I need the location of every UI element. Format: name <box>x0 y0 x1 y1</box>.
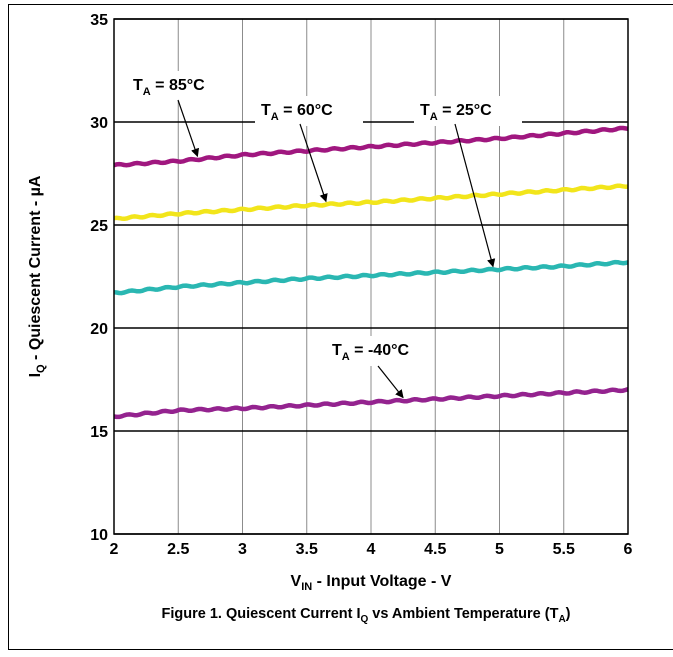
caption-prefix-sub: Q <box>361 614 369 625</box>
annotation-label: TA = 25°C <box>420 102 492 123</box>
series-lines <box>113 125 629 420</box>
annotation-label: TA = -40°C <box>332 342 409 363</box>
annotation-label-sub: A <box>430 111 438 123</box>
y-tick-label: 35 <box>90 12 108 29</box>
y-axis-label-main: I <box>27 373 44 377</box>
x-axis-label-sub: IN <box>301 581 312 593</box>
annotation-label-rest: = 25°C <box>438 102 492 119</box>
annotations: TA = 85°CTA = 60°C TA = 25°CTA = -40°C <box>127 71 522 399</box>
annotation-label-background <box>414 96 522 126</box>
y-tick-label: 25 <box>90 218 108 235</box>
figure-caption: Figure 1. Quiescent Current IQ vs Ambien… <box>161 606 570 625</box>
annotation-label-main: T <box>332 342 342 359</box>
x-axis-label-rest: - Input Voltage - V <box>312 573 452 590</box>
annotation-label-sub: A <box>271 111 279 123</box>
annotation-arrow <box>454 123 496 268</box>
annotation-label-main: T <box>133 77 143 94</box>
x-tick-label: 4.5 <box>424 541 446 558</box>
annotation-label-background <box>127 71 235 101</box>
caption-suffix-sub: A <box>558 614 565 625</box>
annotation-label-rest: = 85°C <box>151 77 205 94</box>
caption-middle: vs Ambient Temperature (T <box>368 606 558 622</box>
annotation-label-main: T <box>261 102 271 119</box>
caption-prefix: Figure 1. Quiescent Current I <box>161 606 360 622</box>
annotation-label-main: T <box>420 102 430 119</box>
x-tick-label: 5.5 <box>553 541 575 558</box>
annotation-label-rest: = -40°C <box>350 342 410 359</box>
x-tick-label: 4 <box>367 541 376 558</box>
x-tick-label: 2.5 <box>167 541 189 558</box>
x-tick-label: 3 <box>238 541 247 558</box>
annotation-label-sub: A <box>143 86 151 98</box>
x-tick-label: 6 <box>624 541 633 558</box>
x-axis-label-main: V <box>291 573 302 590</box>
annotation-arrow <box>377 365 404 399</box>
caption-suffix: ) <box>566 606 571 622</box>
series-line <box>113 259 629 296</box>
x-tick-label: 5 <box>495 541 504 558</box>
tick-labels: 2 2.5 3 3.5 4 4.5 5 5.5 6 10 15 20 25 30 35 <box>90 12 632 558</box>
annotation-label-sub: A <box>342 351 350 363</box>
x-tick-label: 2 <box>110 541 119 558</box>
annotation-arrow <box>299 123 328 203</box>
y-tick-label: 15 <box>90 424 108 441</box>
annotation-label-background <box>326 336 434 366</box>
series-line <box>113 125 629 168</box>
annotation-label-background <box>255 96 363 126</box>
annotation-label: TA = 85°C <box>133 77 205 98</box>
annotation-label: TA = 60°C <box>261 102 333 123</box>
y-tick-label: 10 <box>90 527 108 544</box>
y-axis-label: IQ - Quiescent Current - µA <box>27 175 47 377</box>
y-axis-label-rest: - Quiescent Current - µA <box>27 175 44 364</box>
x-axis-label: VIN - Input Voltage - V <box>291 573 452 593</box>
y-tick-label: 30 <box>90 115 108 132</box>
x-tick-label: 3.5 <box>296 541 318 558</box>
series-line <box>113 183 629 222</box>
annotation-label-rest: = 60°C <box>279 102 333 119</box>
figure-frame <box>8 4 673 650</box>
series-line <box>113 387 629 420</box>
y-tick-label: 20 <box>90 321 108 338</box>
annotation-arrow <box>177 99 200 158</box>
plot-area-border <box>113 18 629 535</box>
y-axis-label-sub: Q <box>35 364 47 373</box>
